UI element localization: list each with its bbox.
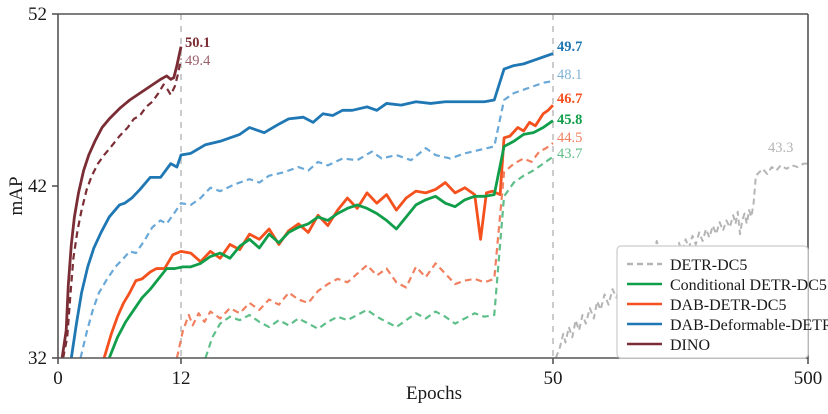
legend-label-2: DAB-DETR-DC5 xyxy=(670,297,786,314)
series-line-1 xyxy=(62,58,183,359)
endpoint-labels: 50.1 49.4 49.7 48.1 46.7 45.8 44.543.7 43.3 xyxy=(185,35,793,162)
axis-ticks: 32 42 52 0 12 50 500 xyxy=(28,4,822,389)
y-axis-title: mAP xyxy=(6,176,27,215)
series-line-0 xyxy=(60,46,183,359)
y-tick-label-52: 52 xyxy=(28,4,47,25)
x-tick-label-50: 50 xyxy=(544,368,563,389)
legend-label-4: DINO xyxy=(670,337,710,354)
legend-box xyxy=(616,245,809,359)
endpoint-label-46.7: 46.7 xyxy=(557,91,582,107)
series-line-4 xyxy=(102,104,555,359)
x-axis-title: Epochs xyxy=(406,383,462,404)
series-line-2 xyxy=(69,52,554,359)
endpoint-label-45.8: 45.8 xyxy=(557,112,582,128)
reference-gridlines xyxy=(180,14,554,358)
series-line-5 xyxy=(175,142,554,359)
series-line-6 xyxy=(107,119,554,359)
legend-label-0: DETR-DC5 xyxy=(670,257,747,274)
endpoint-label-43.3: 43.3 xyxy=(768,140,793,156)
series-line-7 xyxy=(204,155,554,359)
legend-label-3: DAB-Deformable-DETR xyxy=(670,317,828,334)
x-tick-label-12: 12 xyxy=(172,368,191,389)
endpoint-label-49.7: 49.7 xyxy=(557,39,582,55)
endpoint-label-43.7: 43.7 xyxy=(557,146,582,162)
endpoint-label-50.1: 50.1 xyxy=(185,35,210,51)
x-tick-label-500: 500 xyxy=(794,368,823,389)
endpoint-label-44.5: 44.5 xyxy=(557,130,582,146)
x-tick-label-0: 0 xyxy=(53,368,63,389)
series-line-3 xyxy=(79,79,554,359)
endpoint-label-49.4: 49.4 xyxy=(185,53,211,69)
endpoint-label-48.1: 48.1 xyxy=(557,67,582,83)
y-tick-label-32: 32 xyxy=(28,348,47,369)
series-lines xyxy=(60,46,808,359)
legend-label-1: Conditional DETR-DC5 xyxy=(670,277,827,294)
y-tick-label-42: 42 xyxy=(28,176,47,197)
chart-legend: DETR-DC5 Conditional DETR-DC5 DAB-DETR-DC5… xyxy=(616,245,828,359)
